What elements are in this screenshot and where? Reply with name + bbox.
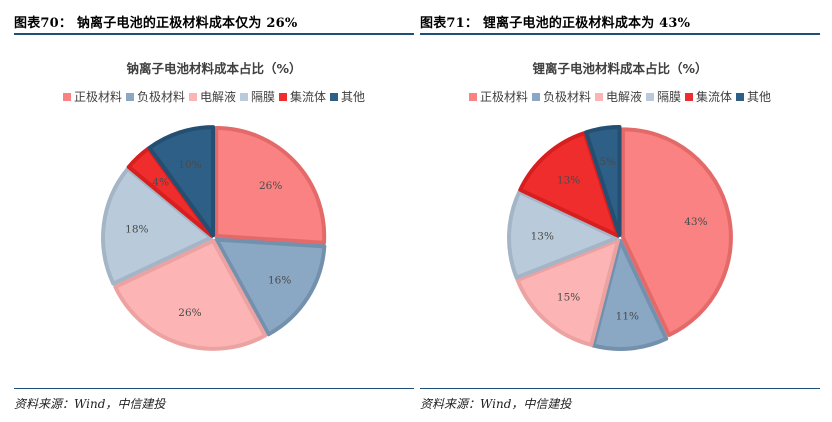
legend-label: 其他 [341,90,366,104]
legend-item-separator: 隔膜 [646,88,681,105]
legend-swatch [62,92,71,101]
pie-chart-sodium: 26% 16% 26% 18% 4% 10% [101,125,327,351]
legend-label: 正极材料 [73,90,122,104]
legend-swatch [685,92,694,101]
bottom-rule [420,388,820,389]
legend-label: 正极材料 [479,90,528,104]
legend-label: 负极材料 [136,90,185,104]
legend-label: 电解液 [199,90,236,104]
pie-slice-separator [101,166,214,286]
pie-slice-other [584,125,622,238]
slice-label-anode: 11% [616,310,639,322]
pie-slice-electrolyte [113,238,268,351]
slice-label-separator: 13% [531,231,554,243]
slice-label-electrolyte: 26% [178,307,201,319]
top-rule [14,33,414,35]
legend-swatch [279,92,288,101]
pie-slice-electrolyte [515,238,621,347]
legend-swatch [188,92,197,101]
legend-label: 隔膜 [251,90,276,104]
pie-chart-lithium: 43% 11% 15% 13% 13% 5% [507,125,733,351]
legend-item-collector: 集流体 [279,88,326,105]
legend-swatch [125,92,134,101]
legend-swatch [736,92,745,101]
legend-label: 隔膜 [657,90,682,104]
legend-swatch [646,92,654,101]
figure-right: 图表71： 锂离子电池的正极材料成本为 43% 锂离子电池材料成本占比（%） 正… [420,0,820,422]
pie-slice-cathode [214,125,327,245]
slice-label-anode: 16% [268,275,291,287]
pie-slice-cathode [620,127,733,338]
legend-swatch [468,92,477,101]
slice-label-other: 10% [178,159,201,171]
slice-label-cathode: 43% [684,216,707,228]
legend-label: 集流体 [290,90,327,104]
top-rule [420,33,820,35]
legend-label: 电解液 [605,90,642,104]
legend-item-cathode: 正极材料 [468,88,528,105]
legend-swatch [531,92,540,101]
legend-item-anode: 负极材料 [531,88,591,105]
legend-item-electrolyte: 电解液 [188,88,236,105]
chart-title: 锂离子电池材料成本占比（%） [532,61,708,76]
chart-legend: 正极材料 负极材料 电解液 隔膜 集流体 其他 [420,88,820,105]
legend-item-anode: 负极材料 [125,88,185,105]
chart-title: 钠离子电池材料成本占比（%） [126,61,302,76]
legend-item-separator: 隔膜 [240,88,275,105]
slice-label-other: 5% [599,156,616,168]
legend-swatch [594,92,603,101]
legend-item-collector: 集流体 [685,88,732,105]
legend-label: 负极材料 [542,90,591,104]
legend-item-cathode: 正极材料 [62,88,122,105]
slice-label-separator: 18% [125,223,148,235]
pie-slice-anode [214,237,327,337]
legend-swatch [240,92,248,101]
bottom-rule [14,388,414,389]
legend-swatch [330,92,339,101]
source-note: 资料来源：Wind，中信建投 [420,397,572,411]
legend-item-other: 其他 [736,88,771,105]
slice-label-cathode: 26% [259,180,282,192]
slice-label-collector: 4% [152,176,169,188]
pie-slice-separator [507,189,620,280]
slice-label-electrolyte: 15% [557,291,580,303]
slice-label-collector: 13% [557,175,580,187]
figure-left: 图表70： 钠离子电池的正极材料成本仅为 26% 钠离子电池材料成本占比（%） … [14,0,414,422]
pie-slice-collector [518,131,621,238]
figure-title: 图表70： 钠离子电池的正极材料成本仅为 26% [14,16,298,31]
pie-slice-other [147,125,216,238]
figure-title: 图表71： 锂离子电池的正极材料成本为 43% [420,16,691,31]
legend-label: 其他 [747,90,772,104]
pie-slice-anode [591,238,669,351]
source-note: 资料来源：Wind，中信建投 [14,397,166,411]
chart-legend: 正极材料 负极材料 电解液 隔膜 集流体 其他 [14,88,414,105]
legend-item-other: 其他 [330,88,365,105]
legend-item-electrolyte: 电解液 [594,88,642,105]
legend-label: 集流体 [696,90,733,104]
